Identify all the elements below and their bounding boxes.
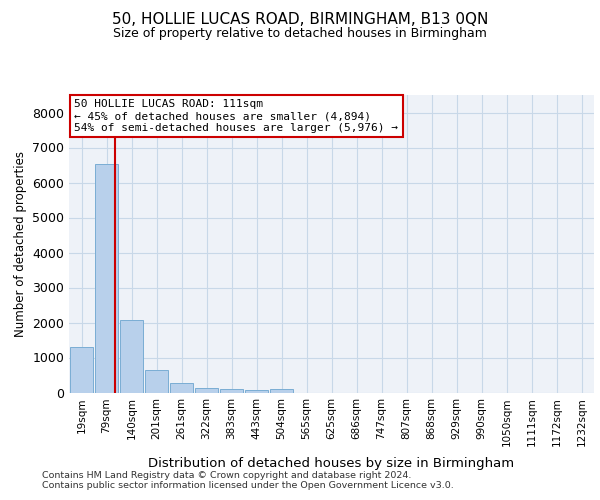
Text: Contains public sector information licensed under the Open Government Licence v3: Contains public sector information licen… <box>42 480 454 490</box>
Bar <box>70 346 93 393</box>
Y-axis label: Number of detached properties: Number of detached properties <box>14 151 26 337</box>
Bar <box>195 388 218 392</box>
Bar <box>270 389 293 392</box>
Text: Size of property relative to detached houses in Birmingham: Size of property relative to detached ho… <box>113 28 487 40</box>
X-axis label: Distribution of detached houses by size in Birmingham: Distribution of detached houses by size … <box>148 457 515 470</box>
Bar <box>170 382 193 392</box>
Bar <box>245 390 268 392</box>
Text: 50, HOLLIE LUCAS ROAD, BIRMINGHAM, B13 0QN: 50, HOLLIE LUCAS ROAD, BIRMINGHAM, B13 0… <box>112 12 488 28</box>
Bar <box>145 370 168 392</box>
Text: 50 HOLLIE LUCAS ROAD: 111sqm
← 45% of detached houses are smaller (4,894)
54% of: 50 HOLLIE LUCAS ROAD: 111sqm ← 45% of de… <box>74 100 398 132</box>
Bar <box>95 164 118 392</box>
Bar <box>120 320 143 392</box>
Bar <box>220 390 243 392</box>
Text: Contains HM Land Registry data © Crown copyright and database right 2024.: Contains HM Land Registry data © Crown c… <box>42 470 412 480</box>
